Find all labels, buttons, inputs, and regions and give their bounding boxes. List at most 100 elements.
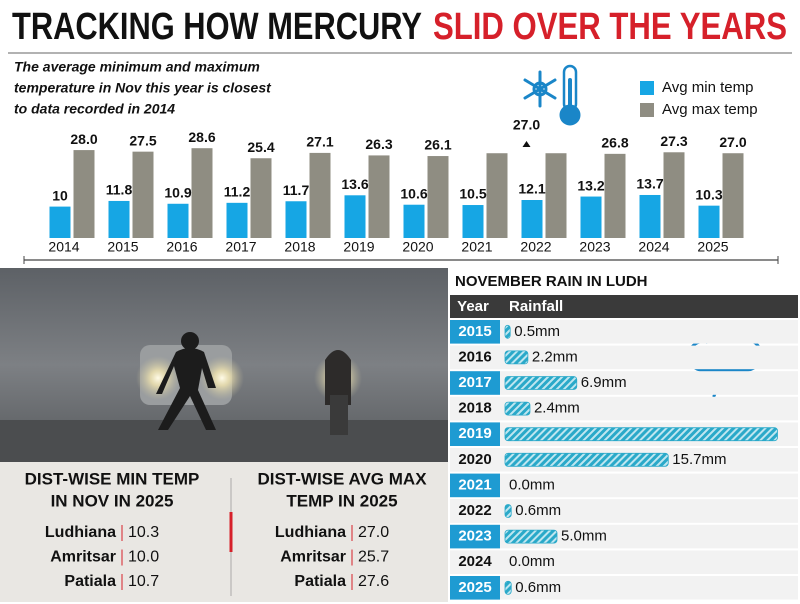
value-label: 27.3 bbox=[660, 133, 687, 149]
value-label: 26.1 bbox=[424, 137, 451, 153]
bar bbox=[722, 153, 744, 238]
legend-label: Avg max temp bbox=[662, 101, 758, 118]
subtitle: to data recorded in 2014 bbox=[14, 101, 175, 117]
district-title: IN NOV IN 2025 bbox=[51, 491, 174, 510]
value-label: 27.5 bbox=[129, 132, 156, 148]
row-bg bbox=[450, 550, 798, 574]
year-cell bbox=[450, 396, 500, 421]
legend-swatch bbox=[640, 103, 654, 117]
subtitle: temperature in Nov this year is closest bbox=[14, 80, 272, 96]
year-cell bbox=[450, 448, 500, 472]
value-label: 2.4mm bbox=[534, 400, 580, 417]
value-label: 26.8 bbox=[601, 135, 628, 151]
district-name: Patiala bbox=[64, 573, 116, 590]
subtitle: The average minimum and maximum bbox=[14, 59, 260, 75]
bar bbox=[545, 153, 567, 238]
district-title: DIST-WISE AVG MAX bbox=[257, 469, 427, 488]
bar bbox=[49, 206, 71, 238]
year-cell bbox=[450, 422, 500, 446]
year-label: 2021 bbox=[458, 476, 491, 493]
photo bbox=[0, 268, 448, 462]
bar bbox=[504, 324, 511, 339]
bar bbox=[486, 153, 508, 238]
value-label: 10.6 bbox=[400, 185, 427, 201]
bar bbox=[132, 151, 154, 238]
value-label: 2.2mm bbox=[532, 348, 578, 365]
year-cell bbox=[450, 320, 500, 344]
year-cell bbox=[450, 576, 500, 600]
year-label: 2020 bbox=[458, 451, 491, 468]
bar bbox=[309, 152, 331, 238]
x-tick-label: 2024 bbox=[638, 239, 669, 255]
bar bbox=[580, 196, 602, 238]
year-cell bbox=[450, 345, 500, 370]
value-label: 6.9mm bbox=[581, 374, 627, 391]
year-cell bbox=[450, 550, 500, 574]
bar bbox=[368, 155, 390, 238]
bar bbox=[462, 205, 484, 238]
x-tick-label: 2015 bbox=[107, 239, 138, 255]
district-name: Amritsar bbox=[280, 549, 346, 566]
district-name: Patiala bbox=[294, 573, 346, 590]
bar bbox=[191, 148, 213, 238]
district-name: Ludhiana bbox=[275, 524, 346, 541]
bar bbox=[73, 150, 95, 238]
value-label: 11.2 bbox=[224, 184, 251, 200]
value-label: 15.7mm bbox=[672, 451, 726, 468]
year-cell bbox=[450, 371, 500, 395]
bar bbox=[504, 350, 529, 365]
year-label: 2022 bbox=[458, 502, 491, 519]
bar bbox=[285, 201, 307, 238]
rain-title: NOVEMBER RAIN IN LUDH bbox=[455, 273, 648, 290]
bar bbox=[604, 153, 626, 238]
district-panel bbox=[0, 462, 448, 602]
value-label: 0.0mm bbox=[509, 553, 555, 570]
bar bbox=[504, 452, 669, 467]
value-label: 10.3 bbox=[695, 186, 722, 202]
district-value: 27.0 bbox=[358, 524, 389, 541]
bar bbox=[504, 401, 531, 416]
value-label: 0.5mm bbox=[514, 323, 560, 340]
district-name: Ludhiana bbox=[45, 524, 116, 541]
year-cell bbox=[450, 499, 500, 523]
value-label: 10.9 bbox=[164, 184, 191, 200]
year-label: 2025 bbox=[458, 579, 491, 596]
year-cell bbox=[450, 473, 500, 498]
legend-label: Avg min temp bbox=[662, 79, 753, 96]
bar bbox=[344, 195, 366, 238]
bar bbox=[504, 529, 558, 544]
row-bg bbox=[450, 473, 798, 498]
year-cell bbox=[450, 524, 500, 549]
x-tick-label: 2022 bbox=[520, 239, 551, 255]
row-bg bbox=[450, 499, 798, 523]
x-tick-label: 2019 bbox=[343, 239, 374, 255]
district-value: 10.7 bbox=[128, 573, 159, 590]
year-label: 2017 bbox=[458, 374, 491, 391]
district-value: 25.7 bbox=[358, 549, 389, 566]
x-tick-label: 2025 bbox=[697, 239, 728, 255]
bar bbox=[167, 203, 189, 238]
year-label: 2024 bbox=[458, 553, 492, 570]
bar bbox=[250, 158, 272, 238]
bar bbox=[504, 580, 512, 595]
row-bg bbox=[450, 576, 798, 600]
rain-header-rainfall: Rainfall bbox=[509, 298, 563, 315]
x-tick-label: 2023 bbox=[579, 239, 610, 255]
year-label: 2015 bbox=[458, 323, 491, 340]
value-label: 12.1 bbox=[518, 181, 545, 197]
value-label: 27.0 bbox=[719, 134, 746, 150]
district-name: Amritsar bbox=[50, 549, 116, 566]
district-value: 27.6 bbox=[358, 573, 389, 590]
year-label: 2023 bbox=[458, 528, 491, 545]
bar bbox=[427, 156, 449, 238]
value-label: 11.7 bbox=[283, 182, 310, 198]
bar bbox=[504, 427, 778, 442]
bar bbox=[663, 152, 685, 238]
row-bg bbox=[450, 345, 798, 370]
value-label: 13.7 bbox=[636, 176, 663, 192]
cold-icon bbox=[523, 64, 581, 126]
bar bbox=[504, 504, 512, 518]
title-right: SLID OVER THE YEARS bbox=[433, 6, 787, 48]
district-value: 10.0 bbox=[128, 549, 159, 566]
